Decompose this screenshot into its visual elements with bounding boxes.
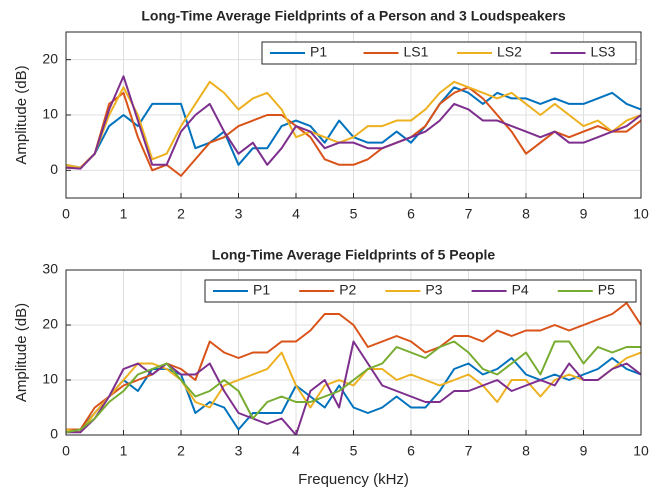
axes-box xyxy=(65,269,642,436)
y-tick-label: 0 xyxy=(50,426,58,442)
x-tick-label: 9 xyxy=(580,443,588,459)
legend-box xyxy=(204,279,637,303)
legend-label: LS1 xyxy=(404,44,429,60)
x-tick-label: 7 xyxy=(465,206,473,222)
chart-title: Long-Time Average Fieldprints of 5 Peopl… xyxy=(212,247,496,263)
x-tick-label: 1 xyxy=(120,206,128,222)
x-tick-label: 9 xyxy=(580,206,588,222)
legend: P1 P2 P3 P4 P5 xyxy=(204,279,637,303)
legend-label: LS3 xyxy=(591,44,616,60)
x-tick-label: 5 xyxy=(350,206,358,222)
legend-label: P5 xyxy=(598,282,615,298)
y-tick-label: 0 xyxy=(50,161,58,177)
legend-label: LS2 xyxy=(497,44,522,60)
y-axis-label: Amplitude (dB) xyxy=(13,65,30,164)
legend-label: P1 xyxy=(310,44,327,60)
series-line xyxy=(66,340,641,434)
axes-box xyxy=(65,31,642,199)
x-tick-label: 3 xyxy=(235,443,243,459)
x-tick-label: 4 xyxy=(292,443,300,459)
x-tick-label: 6 xyxy=(407,206,415,222)
legend: P1 LS1 LS2 LS3 xyxy=(261,41,637,65)
x-tick-label: 8 xyxy=(522,443,530,459)
y-tick-label: 20 xyxy=(42,50,58,66)
chart-title: Long-Time Average Fieldprints of a Perso… xyxy=(141,8,565,24)
x-tick-label: 5 xyxy=(350,443,358,459)
x-tick-label: 0 xyxy=(62,443,70,459)
y-tick-label: 30 xyxy=(42,261,58,277)
x-tick-label: 6 xyxy=(407,443,415,459)
x-tick-label: 0 xyxy=(62,206,70,222)
series-line xyxy=(66,340,641,435)
series-line xyxy=(66,357,641,431)
x-tick-label: 1 xyxy=(120,443,128,459)
x-axis-label: Frequency (kHz) xyxy=(298,471,409,488)
x-tick-label: 7 xyxy=(465,443,473,459)
legend-label: P2 xyxy=(339,282,356,298)
x-tick-label: 2 xyxy=(177,443,185,459)
y-axis-label: Amplitude (dB) xyxy=(13,303,30,402)
x-tick-label: 3 xyxy=(235,206,243,222)
y-tick-label: 20 xyxy=(42,316,58,332)
series-line xyxy=(66,75,641,170)
legend-label: P1 xyxy=(253,282,270,298)
legend-label: P3 xyxy=(425,282,442,298)
y-tick-label: 10 xyxy=(42,106,58,122)
x-tick-label: 10 xyxy=(633,443,649,459)
x-tick-label: 4 xyxy=(292,206,300,222)
series-line xyxy=(66,86,641,177)
x-tick-label: 10 xyxy=(633,206,649,222)
legend-label: P4 xyxy=(512,282,529,298)
legend-box xyxy=(261,41,637,65)
y-tick-label: 10 xyxy=(42,371,58,387)
x-tick-label: 2 xyxy=(177,206,185,222)
series-line xyxy=(66,80,641,169)
x-tick-label: 8 xyxy=(522,206,530,222)
